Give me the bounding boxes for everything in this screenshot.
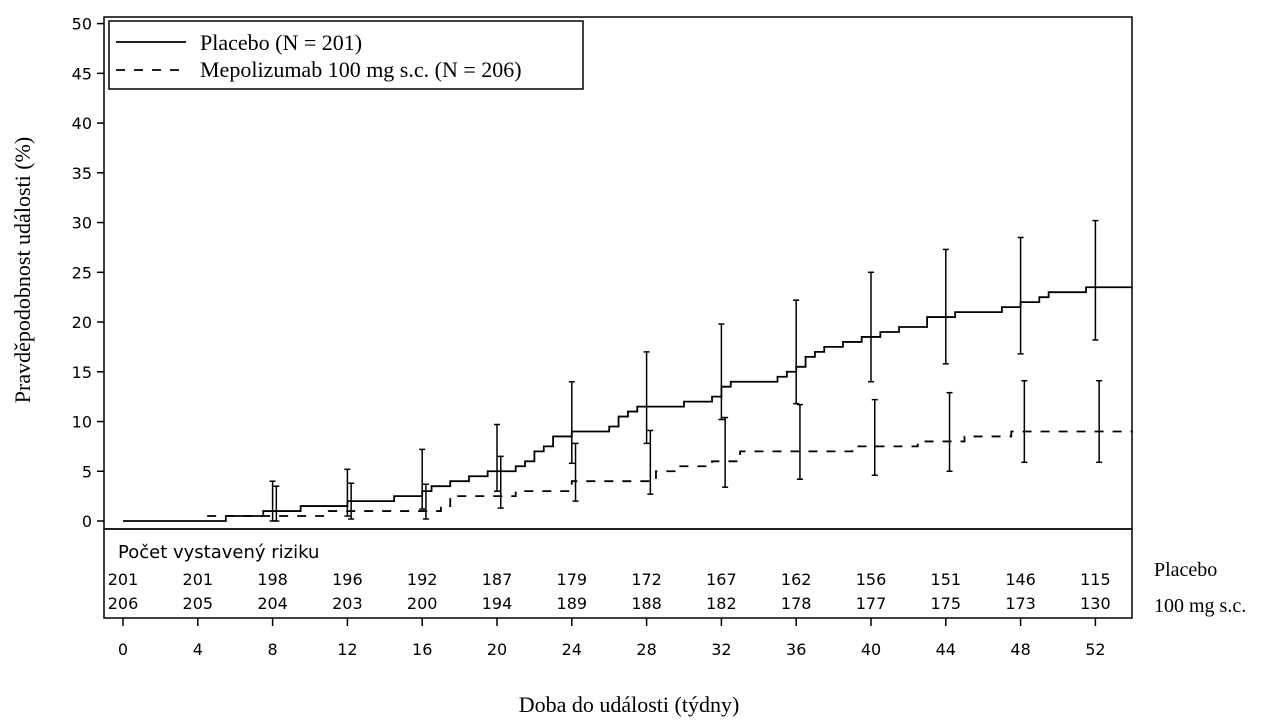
y-tick-label: 30: [72, 214, 92, 233]
errorbar-layer: [269, 219, 1103, 522]
y-ticks: 0 5 10 15 20 25 30 35 40 45 50: [72, 15, 104, 531]
plot-frame: [103, 16, 1133, 530]
risk-value-placebo: 156: [856, 570, 887, 589]
y-axis-label-group: Pravděpodobnost události (%): [10, 137, 35, 403]
x-tick-label: 40: [861, 640, 881, 659]
risk-value-placebo: 198: [257, 570, 288, 589]
legend-label-placebo: Placebo (N = 201): [200, 30, 362, 55]
risk-row-label-placebo: Placebo: [1154, 559, 1217, 581]
risk-table-title: Počet vystavený riziku: [118, 542, 319, 563]
risk-value-mepolizumab: 173: [1005, 594, 1036, 613]
risk-table-frame: [103, 528, 1133, 619]
x-tick-label: 44: [936, 640, 956, 659]
x-tick-label: 12: [337, 640, 357, 659]
risk-value-placebo: 179: [557, 570, 588, 589]
y-tick-label: 15: [72, 363, 92, 382]
risk-row-label-mepolizumab: 100 mg s.c.: [1154, 595, 1246, 617]
y-axis-label: Pravděpodobnost události (%): [10, 137, 35, 403]
x-tick-label: 52: [1085, 640, 1105, 659]
risk-table-values: 201 201 198 196 192 187 179 172 167 162 156 151 146 1…: [108, 570, 1111, 613]
x-tick-label: 0: [118, 640, 128, 659]
y-tick-label: 35: [72, 164, 92, 183]
y-tick-label: 40: [72, 114, 92, 133]
x-ticks: 0 4 8 12 16 20 24 28 32 36 40 44 48 52: [118, 618, 1106, 659]
risk-value-placebo: 162: [781, 570, 812, 589]
x-tick-label: 20: [487, 640, 507, 659]
x-axis-label: Doba do události (týdny): [519, 692, 740, 717]
risk-value-mepolizumab: 130: [1080, 594, 1111, 613]
legend-box: [108, 20, 584, 90]
risk-value-placebo: 196: [332, 570, 363, 589]
x-tick-label: 48: [1010, 640, 1030, 659]
risk-value-placebo: 151: [931, 570, 962, 589]
risk-value-placebo: 201: [108, 570, 139, 589]
x-tick-label: 4: [193, 640, 203, 659]
risk-value-mepolizumab: 178: [781, 594, 812, 613]
x-tick-label: 24: [562, 640, 582, 659]
y-tick-label: 20: [72, 313, 92, 332]
x-tick-label: 8: [268, 640, 278, 659]
risk-value-placebo: 115: [1080, 570, 1111, 589]
risk-value-placebo: 167: [706, 570, 737, 589]
x-tick-label: 36: [786, 640, 806, 659]
risk-value-mepolizumab: 177: [856, 594, 887, 613]
mepolizumab-curve: [207, 430, 1133, 517]
y-tick-label: 45: [72, 64, 92, 83]
risk-value-mepolizumab: 194: [482, 594, 513, 613]
risk-value-placebo: 201: [183, 570, 214, 589]
series-layer: [123, 286, 1133, 522]
risk-value-mepolizumab: 189: [557, 594, 588, 613]
risk-value-placebo: 146: [1005, 570, 1036, 589]
placebo-curve: [123, 286, 1133, 522]
risk-value-mepolizumab: 204: [257, 594, 288, 613]
risk-value-placebo: 192: [407, 570, 438, 589]
y-tick-label: 50: [72, 15, 92, 34]
x-tick-label: 16: [412, 640, 432, 659]
risk-value-placebo: 172: [631, 570, 662, 589]
legend-label-mepolizumab: Mepolizumab 100 mg s.c. (N = 206): [200, 57, 522, 82]
risk-value-mepolizumab: 205: [183, 594, 214, 613]
y-tick-label: 10: [72, 413, 92, 432]
y-tick-label: 0: [82, 512, 92, 531]
risk-value-mepolizumab: 188: [631, 594, 662, 613]
risk-value-mepolizumab: 182: [706, 594, 737, 613]
risk-value-mepolizumab: 206: [108, 594, 139, 613]
x-tick-label: 28: [636, 640, 656, 659]
risk-value-placebo: 187: [482, 570, 513, 589]
y-tick-label: 25: [72, 263, 92, 282]
risk-value-mepolizumab: 203: [332, 594, 363, 613]
x-tick-label: 32: [711, 640, 731, 659]
y-tick-label: 5: [82, 462, 92, 481]
risk-value-mepolizumab: 200: [407, 594, 438, 613]
risk-value-mepolizumab: 175: [931, 594, 962, 613]
legend: Placebo (N = 201) Mepolizumab 100 mg s.c…: [108, 20, 584, 90]
